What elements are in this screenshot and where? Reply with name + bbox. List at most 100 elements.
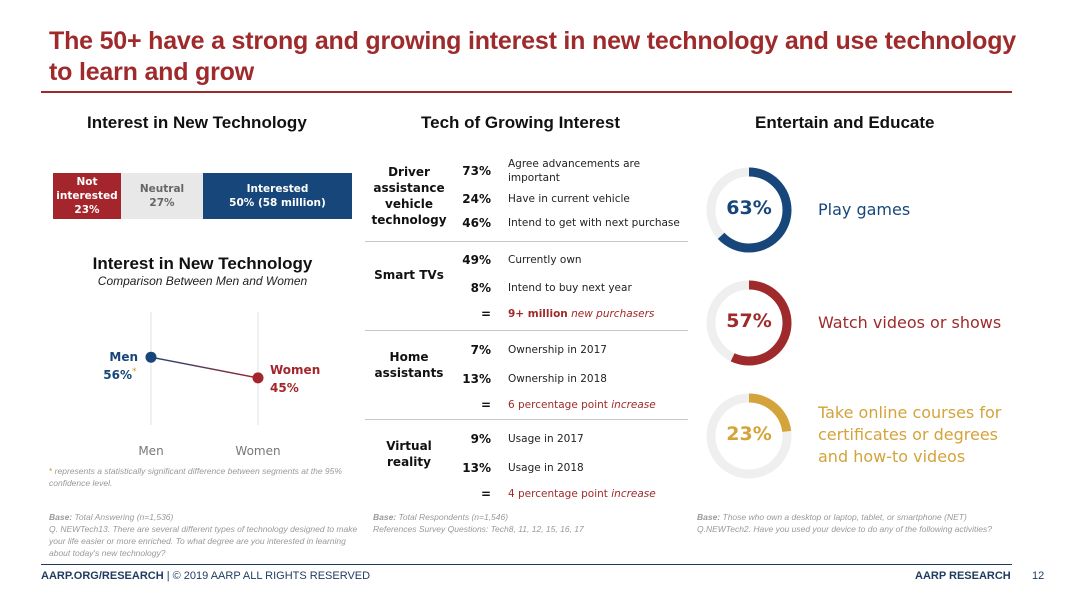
table-row: = 9+ million new purchasers bbox=[453, 302, 688, 326]
right-heading: Entertain and Educate bbox=[755, 113, 935, 132]
table-row: 49% Currently own bbox=[453, 246, 688, 274]
table-row: 73% Agree advancements are important bbox=[453, 155, 688, 187]
footer-left: AARP.ORG/RESEARCH | © 2019 AARP ALL RIGH… bbox=[41, 570, 370, 582]
row-text: Intend to buy next year bbox=[508, 282, 632, 294]
middle-heading: Tech of Growing Interest bbox=[421, 113, 620, 132]
donut-chart bbox=[706, 167, 792, 253]
base-text: Total Answering (n=1,536) bbox=[72, 512, 174, 522]
significance-marker: * bbox=[132, 367, 137, 377]
x-tick-men: Men bbox=[138, 444, 163, 458]
segment-label: Interested bbox=[246, 183, 309, 195]
women-label: Women bbox=[270, 363, 320, 377]
category-label: Home assistants bbox=[374, 350, 444, 380]
donut-play-games: 63% Play games bbox=[703, 164, 1033, 258]
comparison-title: Interest in New Technology bbox=[92, 254, 313, 273]
references-text: References Survey Questions: Tech8, 11, … bbox=[373, 524, 584, 534]
bar-segment-not-interested: Not interested 23% bbox=[53, 173, 121, 219]
table-row: = 4 percentage point increase bbox=[453, 482, 688, 506]
segment-label: Not interested bbox=[56, 176, 118, 202]
question-text: Q. NEWTech13. There are several differen… bbox=[49, 524, 358, 558]
highlight-italic: increase bbox=[611, 488, 656, 500]
highlight-bold: 9+ million bbox=[508, 308, 568, 320]
row-text: 9+ million new purchasers bbox=[508, 307, 654, 321]
category-label: Virtual reality bbox=[386, 439, 432, 469]
base-text: Those who own a desktop or laptop, table… bbox=[720, 512, 967, 522]
men-value: 56% bbox=[103, 368, 132, 382]
row-text: 4 percentage point increase bbox=[508, 487, 656, 501]
row-pct: 13% bbox=[462, 461, 491, 475]
donut-label: Take online courses for certificates or … bbox=[818, 403, 1002, 466]
donut-watch-videos: 57% Watch videos or shows bbox=[703, 277, 1033, 371]
row-pct: 46% bbox=[462, 216, 491, 230]
donut-label: Play games bbox=[818, 200, 911, 219]
men-women-chart: Men 56% * Women 45% Men Women bbox=[103, 312, 320, 458]
tech-table: Driver assistance vehicle technology 73%… bbox=[365, 150, 688, 508]
row-text: Usage in 2018 bbox=[508, 462, 584, 474]
footnote-star: * bbox=[49, 466, 53, 476]
men-label: Men bbox=[109, 350, 138, 364]
base-label: Base: bbox=[373, 512, 397, 522]
row-text: 6 percentage point increase bbox=[508, 398, 656, 412]
bar-segment-neutral: Neutral 27% bbox=[121, 173, 203, 219]
donut-value: 63% bbox=[726, 197, 772, 219]
comparison-line bbox=[150, 356, 259, 379]
table-row: 9% Usage in 2017 bbox=[453, 424, 688, 454]
row-pct: = bbox=[480, 307, 491, 321]
segment-value: 27% bbox=[149, 197, 175, 209]
table-row: 13% Usage in 2018 bbox=[453, 454, 688, 482]
table-row: 13% Ownership in 2018 bbox=[453, 365, 688, 393]
title-divider bbox=[41, 91, 1012, 93]
row-text: Ownership in 2018 bbox=[508, 373, 607, 385]
row-pct: 24% bbox=[462, 192, 491, 206]
middle-base-note: Base: Total Respondents (n=1,546) Refere… bbox=[373, 511, 688, 535]
left-heading: Interest in New Technology bbox=[87, 113, 307, 132]
table-row: 24% Have in current vehicle bbox=[453, 187, 688, 211]
left-base-note: Base: Total Answering (n=1,536) Q. NEWTe… bbox=[49, 511, 364, 559]
group-smart-tvs: Smart TVs 49% Currently own 8% Intend to b… bbox=[365, 242, 688, 331]
interest-stacked-bar: Not interested 23% Neutral 27% Interested 5… bbox=[53, 173, 352, 219]
donut-chart bbox=[706, 393, 792, 479]
row-text: Intend to get with next purchase bbox=[508, 217, 680, 229]
comparison-subtitle: Comparison Between Men and Women bbox=[97, 274, 308, 288]
row-text: Have in current vehicle bbox=[508, 193, 630, 205]
row-pct: 13% bbox=[462, 372, 491, 386]
category-label: Driver assistance vehicle technology bbox=[371, 164, 447, 227]
category-label: Smart TVs bbox=[374, 268, 444, 282]
base-text: Total Respondents (n=1,546) bbox=[396, 512, 509, 522]
donut-arc bbox=[706, 167, 792, 253]
base-label: Base: bbox=[697, 512, 721, 522]
segment-value: 50% (58 million) bbox=[229, 197, 326, 209]
footer-divider bbox=[41, 564, 1012, 565]
footer-site-link[interactable]: AARP.ORG/RESEARCH bbox=[41, 570, 164, 582]
donut-value: 57% bbox=[726, 310, 772, 332]
table-row: = 6 percentage point increase bbox=[453, 393, 688, 417]
highlight-plain: 4 percentage point bbox=[508, 488, 612, 500]
highlight-italic: new purchasers bbox=[567, 308, 655, 320]
highlight-italic: increase bbox=[611, 399, 656, 411]
row-pct: = bbox=[480, 487, 491, 501]
group-driver-assistance: Driver assistance vehicle technology 73%… bbox=[365, 150, 688, 242]
row-pct: 49% bbox=[462, 253, 491, 267]
men-point bbox=[145, 351, 157, 363]
right-base-note: Base: Those who own a desktop or laptop,… bbox=[697, 511, 997, 535]
row-pct: 9% bbox=[470, 432, 491, 446]
women-point bbox=[252, 372, 264, 384]
bar-segment-interested: Interested 50% (58 million) bbox=[203, 173, 352, 219]
x-tick-women: Women bbox=[235, 444, 280, 458]
row-text: Ownership in 2017 bbox=[508, 344, 607, 356]
row-pct: = bbox=[480, 398, 491, 412]
significance-footnote: * represents a statistically significant… bbox=[49, 465, 359, 489]
page-title: The 50+ have a strong and growing intere… bbox=[49, 27, 1017, 86]
women-value: 45% bbox=[270, 381, 299, 395]
table-row: 46% Intend to get with next purchase bbox=[453, 211, 688, 235]
row-pct: 7% bbox=[470, 343, 491, 357]
footnote-text: represents a statistically significant d… bbox=[49, 466, 342, 488]
group-home-assistants: Home assistants 7% Ownership in 2017 13% O… bbox=[365, 331, 688, 420]
row-text: Currently own bbox=[508, 254, 582, 266]
question-text: Q.NEWTech2. Have you used your device to… bbox=[697, 524, 992, 534]
page-number: 12 bbox=[1032, 570, 1045, 582]
donut-value: 23% bbox=[726, 423, 772, 445]
row-pct: 73% bbox=[462, 164, 491, 178]
segment-value: 23% bbox=[74, 204, 100, 216]
table-row: 8% Intend to buy next year bbox=[453, 274, 688, 302]
